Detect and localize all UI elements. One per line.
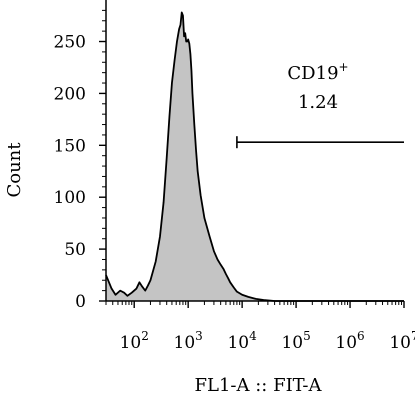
y-tick-label: 150 — [54, 136, 86, 156]
plot-area — [105, 11, 404, 302]
x-tick-label: 105 — [281, 329, 310, 353]
histogram-outline — [105, 11, 404, 302]
x-tick-label: 104 — [227, 329, 257, 353]
x-tick-label: 106 — [335, 329, 364, 353]
x-axis-ticks: 102 103 104 105 106 107 — [105, 301, 415, 353]
x-tick-label: 102 — [120, 329, 149, 353]
y-tick-label: 0 — [75, 292, 86, 312]
gate-label-text: CD19 — [287, 63, 338, 84]
y-tick-label: 50 — [64, 240, 86, 260]
gate-label: CD19+ — [287, 60, 348, 84]
histogram-area — [106, 12, 404, 302]
x-tick-label: 107 — [389, 329, 415, 353]
y-tick-label: 200 — [54, 84, 86, 104]
gate-percentage: 1.24 — [298, 92, 338, 113]
axes — [105, 0, 404, 302]
y-tick-label: 250 — [54, 33, 86, 53]
y-axis-ticks: 0 50 100 150 200 250 — [54, 9, 106, 312]
gate: CD19+ 1.24 — [236, 60, 404, 149]
y-tick-label: 100 — [54, 188, 86, 208]
x-axis-title: FL1-A :: FIT-A — [195, 375, 323, 396]
y-axis-title: Count — [4, 142, 25, 198]
gate-label-superscript: + — [339, 60, 349, 74]
x-tick-label: 103 — [174, 329, 203, 353]
